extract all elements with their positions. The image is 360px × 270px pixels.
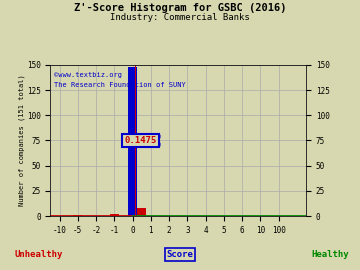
Bar xyxy=(128,67,137,216)
Text: ©www.textbiz.org: ©www.textbiz.org xyxy=(54,72,122,78)
Text: Unhealthy: Unhealthy xyxy=(14,250,63,259)
Bar xyxy=(110,214,119,216)
Bar xyxy=(73,215,82,216)
Y-axis label: Number of companies (151 total): Number of companies (151 total) xyxy=(19,75,26,206)
Bar xyxy=(135,65,136,216)
Text: Healthy: Healthy xyxy=(311,250,349,259)
Text: Score: Score xyxy=(167,250,193,259)
Text: 0.1475: 0.1475 xyxy=(124,136,157,145)
Text: Z'-Score Histogram for GSBC (2016): Z'-Score Histogram for GSBC (2016) xyxy=(74,3,286,13)
Text: Industry: Commercial Banks: Industry: Commercial Banks xyxy=(110,14,250,22)
Text: The Research Foundation of SUNY: The Research Foundation of SUNY xyxy=(54,82,186,88)
Bar xyxy=(137,208,146,216)
